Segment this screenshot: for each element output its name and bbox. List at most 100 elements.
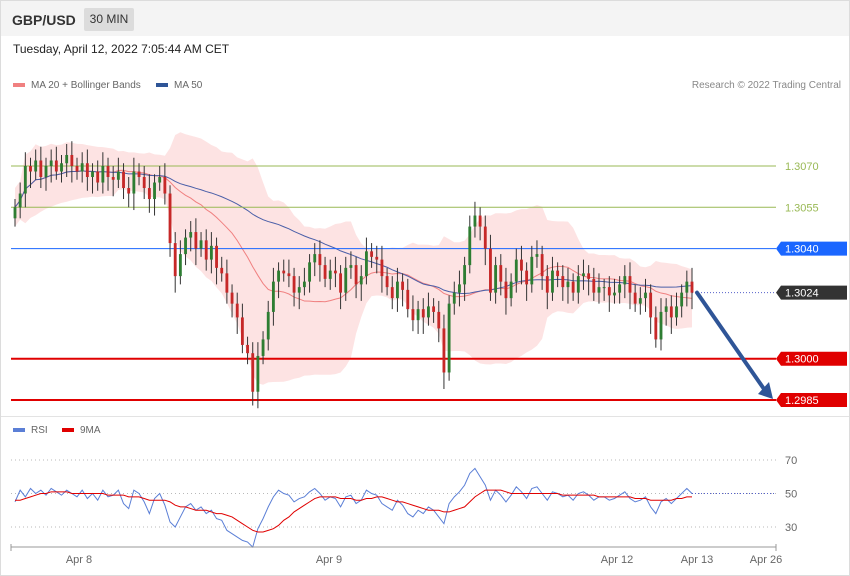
level-1-3070-label: 1.3070 — [785, 161, 819, 173]
candle-body — [147, 188, 151, 200]
timeframe-badge[interactable]: 30 MIN — [84, 8, 134, 31]
candle-body — [535, 254, 539, 257]
legend-swatch-ma50 — [156, 83, 168, 88]
candle-body — [261, 339, 265, 356]
candle-body — [364, 251, 368, 277]
candle-body — [602, 287, 606, 289]
candle-body — [271, 281, 275, 312]
symbol-label: GBP/USD — [12, 12, 76, 28]
level-1-2985-tag-bg — [776, 393, 847, 407]
candle-body — [142, 177, 146, 189]
candle-body — [447, 303, 451, 373]
candle-body — [545, 276, 549, 293]
candle-body — [328, 270, 332, 279]
candle-body — [137, 171, 141, 178]
candle-body — [473, 215, 477, 227]
candle-body — [390, 287, 394, 299]
panel-divider — [1, 416, 849, 417]
legend-ma50: MA 50 — [156, 80, 202, 91]
candle-body — [551, 270, 554, 293]
candle-body — [266, 311, 270, 340]
legend-label-ma20: MA 20 + Bollinger Bands — [31, 80, 141, 91]
candle-body — [520, 259, 523, 271]
candle-body — [158, 177, 162, 183]
candle-body — [385, 276, 389, 288]
candle-body — [571, 281, 575, 293]
rsi-series-rsi — [14, 467, 693, 549]
candle-body — [308, 262, 311, 282]
level-1-3040-tag-bg — [776, 241, 847, 256]
candle-body — [489, 248, 492, 293]
candle-body — [116, 171, 120, 180]
candle-body — [277, 270, 280, 282]
forecast-arrow-head — [758, 382, 773, 399]
candle-body — [354, 265, 358, 285]
candle-body — [297, 287, 301, 293]
candle-body — [44, 166, 48, 178]
candle-body — [685, 281, 689, 293]
candle-body — [173, 243, 177, 277]
level-1-3024-tag-bg — [776, 285, 847, 300]
candle-body — [644, 292, 647, 299]
x-tick-label-apr-9: Apr 9 — [316, 554, 342, 566]
candle-body — [442, 328, 446, 373]
candle-body — [499, 265, 503, 282]
candle-body — [282, 270, 286, 274]
candle-body — [587, 273, 591, 279]
candle-body — [416, 309, 420, 321]
legend-ma20: MA 20 + Bollinger Bands — [13, 80, 141, 91]
candle-body — [91, 171, 94, 178]
level-1-3000-tag-bg — [776, 351, 847, 366]
candle-body — [215, 245, 218, 268]
candle-body — [111, 177, 115, 180]
candle-body — [60, 163, 63, 172]
legend-label-rsi-ma: 9MA — [80, 425, 101, 436]
rsi-series-9ma — [15, 489, 692, 533]
candle-body — [23, 166, 27, 194]
candle-body — [230, 292, 234, 304]
candle-body — [132, 171, 136, 194]
bollinger-band-group — [14, 132, 693, 385]
candle-body — [292, 276, 296, 293]
candle-body — [406, 289, 410, 310]
candle-body — [638, 298, 642, 304]
candle-body — [375, 256, 379, 260]
level-1-3040-tag: 1.3040 — [776, 241, 847, 256]
legend-label-ma50: MA 50 — [174, 80, 203, 91]
candle-body — [463, 265, 467, 285]
candle-body — [251, 353, 255, 392]
candle-body — [664, 306, 668, 312]
candle-body — [556, 270, 560, 277]
candle-body — [633, 292, 637, 304]
candle-body — [34, 160, 38, 172]
candle-body — [349, 265, 353, 268]
level-1-2985-tag: 1.2985 — [776, 393, 847, 407]
level-1-2985-label: 1.2985 — [785, 395, 819, 407]
candle-body — [344, 267, 348, 293]
rsi-tick-label-50: 50 — [785, 489, 797, 501]
candle-body — [246, 344, 249, 354]
candle-body — [122, 171, 125, 189]
legend-swatch-rsi-ma — [62, 428, 74, 433]
candle-body — [659, 311, 663, 340]
candle-body — [318, 254, 322, 266]
candle-body — [168, 193, 172, 244]
candle-body — [478, 215, 482, 227]
candle-body — [483, 226, 487, 249]
bollinger-band-fill — [15, 132, 692, 385]
candles-group — [13, 141, 694, 409]
candle-body — [313, 254, 317, 263]
legend-rsi: RSI — [13, 425, 48, 436]
candle-body — [235, 303, 239, 318]
candle-body — [494, 265, 498, 293]
candle-body — [13, 207, 17, 219]
forecast-arrow-shaft — [695, 290, 766, 391]
candle-body — [54, 160, 58, 172]
candle-body — [220, 267, 224, 274]
candle-body — [411, 309, 415, 321]
candle-body — [514, 259, 518, 282]
credit-text: Research © 2022 Trading Central — [691, 80, 841, 91]
candle-body — [65, 154, 69, 164]
candle-body — [530, 256, 534, 285]
candle-body — [649, 292, 653, 318]
